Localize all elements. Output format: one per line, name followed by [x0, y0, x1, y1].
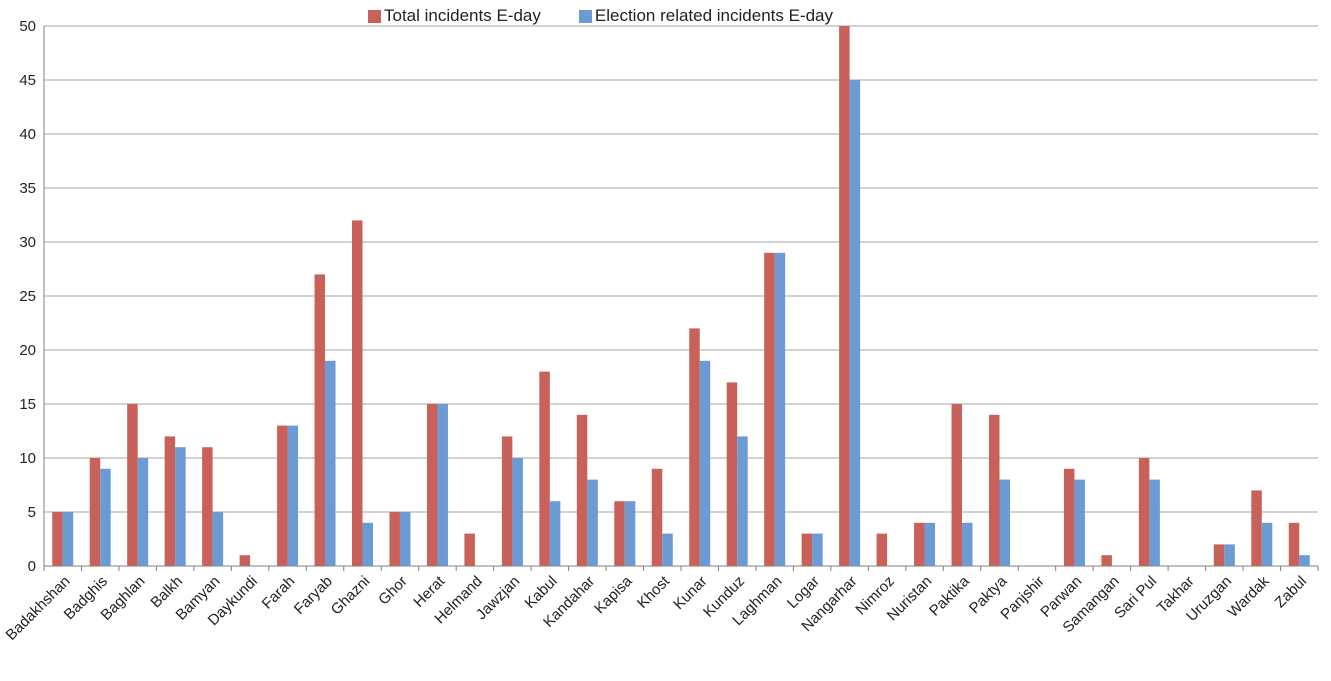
bar-total [89, 458, 101, 566]
bar-total [876, 533, 888, 566]
bar-election [1299, 555, 1310, 566]
bar-total [1213, 544, 1225, 566]
y-tick-label: 35 [19, 180, 36, 197]
bar-election [512, 458, 523, 566]
x-tick-label: Faryab [291, 573, 336, 618]
bar-election [849, 80, 861, 566]
bar-total [801, 533, 813, 566]
bar-total [614, 501, 625, 566]
bar-election [1074, 479, 1085, 566]
bar-total [464, 533, 475, 566]
legend-label-election: Election related incidents E-day [594, 6, 834, 25]
bar-total [764, 252, 775, 567]
bar-election [1224, 544, 1235, 566]
bar-election [175, 447, 186, 566]
bar-election [737, 436, 748, 566]
bar-election [212, 512, 224, 566]
bar-election [549, 501, 561, 566]
bar-total [239, 555, 251, 566]
bar-election [962, 522, 973, 566]
bar-total [202, 447, 213, 566]
bar-election [325, 360, 336, 566]
y-tick-label: 45 [19, 72, 36, 89]
y-tick-label: 5 [28, 504, 36, 521]
y-tick-label: 20 [19, 342, 36, 359]
legend-swatch-total [368, 9, 381, 23]
bar-total [1288, 522, 1300, 566]
bar-total [426, 404, 438, 566]
bar-election [774, 252, 786, 567]
bar-election [624, 501, 636, 566]
legend-swatch-election [578, 9, 592, 23]
x-tick-label: Paktika [926, 572, 973, 619]
y-tick-label: 25 [19, 288, 36, 305]
x-tick-label: Zabul [1272, 573, 1311, 612]
bar-total [839, 26, 850, 566]
bar-election [662, 533, 673, 566]
bar-election [62, 512, 74, 566]
bar-total [576, 414, 588, 566]
bar-total [127, 404, 138, 566]
bar-election [699, 360, 711, 566]
bar-total [52, 512, 63, 566]
bar-election [924, 522, 936, 566]
bar-election [437, 404, 448, 566]
bar-election [1149, 479, 1160, 566]
y-tick-label: 0 [28, 558, 36, 575]
x-tick-label: Khost [634, 572, 674, 612]
bar-election [1261, 522, 1273, 566]
y-tick-label: 40 [19, 126, 36, 143]
bar-election [362, 522, 373, 566]
bar-total [314, 274, 326, 566]
legend-label-total: Total incidents E-day [384, 6, 541, 25]
x-tick-label: Sari Pul [1111, 573, 1160, 622]
bar-election [287, 425, 299, 566]
bar-total [914, 522, 925, 566]
bar-election [999, 479, 1010, 566]
bar-election [399, 512, 411, 566]
bar-total [501, 436, 513, 566]
x-tick-label: Ghazni [328, 573, 374, 619]
bar-total [1101, 555, 1112, 566]
x-tick-label: Wardak [1224, 572, 1273, 621]
bar-total [389, 512, 400, 566]
bar-election [137, 458, 149, 566]
bar-election [812, 533, 823, 566]
bar-total [352, 220, 363, 566]
bar-total [539, 371, 550, 566]
bar-total [989, 414, 1000, 566]
y-tick-label: 10 [19, 450, 36, 467]
x-tick-label: Ghor [375, 573, 411, 609]
bar-total [726, 382, 738, 566]
bar-total [277, 425, 288, 566]
bar-total [651, 468, 663, 566]
bar-election [587, 479, 598, 566]
bar-total [689, 328, 700, 566]
legend: Total incidents E-day Election related i… [368, 6, 871, 26]
bar-election [100, 468, 111, 566]
x-tick-label: Kapisa [591, 572, 636, 617]
legend-item-total: Total incidents E-day [368, 6, 541, 26]
y-tick-label: 15 [19, 396, 36, 413]
y-tick-label: 50 [19, 18, 36, 35]
bar-total [951, 404, 963, 566]
bar-total [1138, 458, 1150, 566]
y-tick-label: 30 [19, 234, 36, 251]
bar-total [1063, 468, 1075, 566]
bar-total [1251, 490, 1262, 566]
bar-total [164, 436, 176, 566]
legend-item-election: Election related incidents E-day [578, 6, 834, 26]
